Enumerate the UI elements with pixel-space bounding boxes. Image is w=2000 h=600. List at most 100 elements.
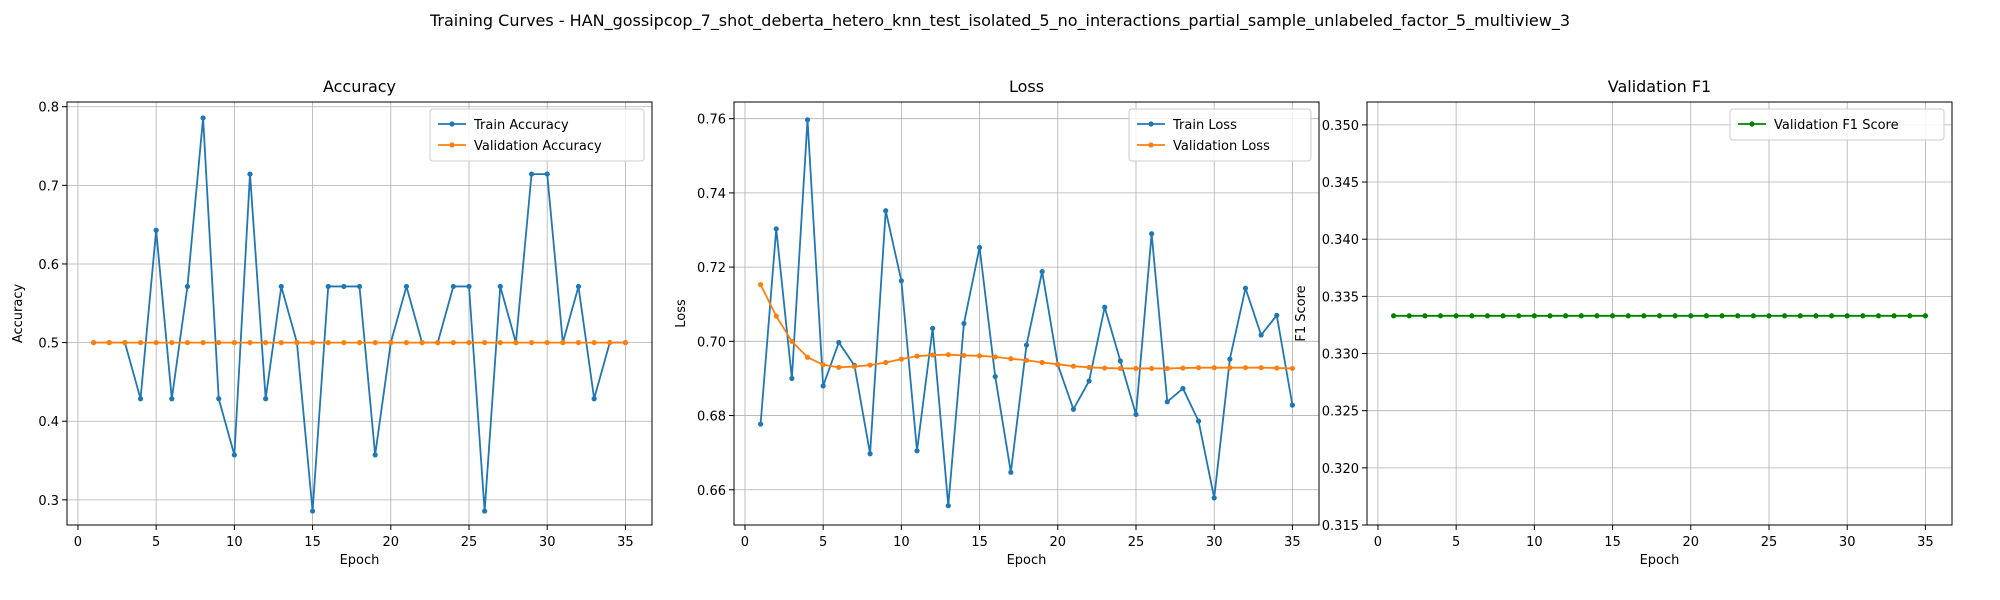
data-point (1672, 313, 1678, 319)
data-point (930, 352, 936, 358)
data-point (169, 339, 175, 346)
x-tick-label: 20 (383, 535, 400, 550)
data-point (528, 171, 535, 177)
chart-panel-2: 0 5 10 15 20 25 30 35 0.66 0.68 0.70 0.72 0.74 0.76 Lo… (674, 77, 1320, 568)
data-point (1735, 313, 1741, 319)
data-point (263, 339, 269, 346)
data-point (1274, 312, 1280, 318)
x-tick-label: 25 (461, 535, 478, 550)
data-point (450, 283, 456, 290)
data-point (804, 117, 811, 123)
data-point (820, 362, 826, 368)
data-point (184, 283, 191, 290)
data-point (945, 503, 951, 509)
y-tick-label: 0.6 (38, 258, 59, 273)
data-point (1180, 365, 1186, 371)
data-point (435, 339, 441, 346)
data-point (231, 339, 237, 346)
data-point (851, 363, 858, 370)
x-tick-label: 15 (304, 535, 321, 550)
data-point (278, 339, 284, 346)
chart-title: Loss (1009, 77, 1044, 96)
data-point (137, 339, 144, 346)
chart-title: Accuracy (323, 77, 396, 96)
data-point (263, 396, 269, 402)
data-point (914, 353, 920, 359)
legend-box (1128, 108, 1312, 162)
legend-swatch-marker (449, 121, 455, 127)
data-point (1039, 268, 1045, 275)
data-point (482, 508, 488, 514)
data-point (497, 283, 503, 290)
data-point (1516, 313, 1522, 319)
data-point (466, 339, 472, 346)
data-point (575, 283, 582, 290)
x-tick-label: 0 (74, 535, 82, 550)
data-point (789, 375, 795, 382)
chart-panels: 0 5 10 15 20 25 30 35 0.3 0.4 0.5 0.6 0.7 0.8 Accuracy… (11, 77, 1953, 568)
data-point (1813, 313, 1819, 319)
y-axis-label: F1 Score (1294, 285, 1309, 341)
data-point (1406, 313, 1412, 319)
y-tick-label: 0.72 (697, 261, 726, 276)
data-point (757, 421, 764, 427)
data-point (1258, 332, 1264, 338)
data-point (1164, 399, 1170, 405)
x-tick-label: 0 (1374, 535, 1382, 550)
y-tick-label: 0.70 (697, 335, 726, 350)
data-point (1719, 313, 1725, 319)
data-point (1907, 313, 1913, 319)
data-point (1641, 313, 1647, 319)
data-point (1437, 313, 1444, 319)
y-tick-label: 0.5 (38, 337, 59, 352)
data-point (497, 339, 503, 346)
x-tick-label: 35 (1284, 535, 1301, 550)
series-line-1 (93, 117, 626, 512)
data-point (1227, 365, 1233, 371)
data-point (1227, 356, 1233, 362)
data-point (122, 339, 128, 346)
data-point (1211, 365, 1217, 371)
x-tick-label: 5 (819, 535, 827, 550)
x-tick-label: 30 (539, 535, 556, 550)
data-point (356, 339, 363, 346)
x-tick-label: 30 (1839, 535, 1856, 550)
y-tick-label: 0.74 (697, 187, 726, 202)
data-point (216, 396, 222, 402)
data-point (1782, 313, 1788, 319)
legend: Validation F1 Score (1729, 108, 1945, 141)
x-tick-label: 5 (152, 535, 160, 550)
y-axis-label: Loss (674, 299, 689, 328)
data-point (466, 283, 472, 290)
data-point (1453, 313, 1459, 319)
data-point (1023, 342, 1030, 348)
data-point (1422, 313, 1428, 319)
y-tick-label: 0.330 (1322, 348, 1359, 363)
data-point (1688, 313, 1694, 319)
x-tick-label: 30 (1206, 535, 1223, 550)
data-point (1070, 406, 1077, 412)
legend: Train Accuracy Validation Accuracy (429, 108, 645, 162)
x-tick-label: 35 (617, 535, 634, 550)
data-point (1008, 469, 1014, 475)
legend-label: Validation Loss (1173, 139, 1270, 154)
data-point (1133, 411, 1139, 418)
data-point (513, 339, 519, 346)
data-point (804, 354, 811, 360)
data-point (419, 339, 425, 346)
data-point (1211, 495, 1217, 501)
figure-suptitle: Training Curves - HAN_gossipcop_7_shot_d… (429, 11, 1570, 31)
x-tick-label: 5 (1452, 535, 1460, 550)
data-point (1563, 313, 1569, 319)
data-point (961, 320, 967, 327)
data-point (106, 339, 112, 346)
series-line-2 (759, 284, 1293, 370)
data-point (1086, 364, 1092, 370)
data-point (325, 339, 331, 346)
data-point (1547, 313, 1553, 319)
data-point (836, 339, 842, 346)
data-point (1531, 313, 1537, 319)
x-axis-label: Epoch (1007, 553, 1047, 568)
data-point (820, 383, 826, 389)
